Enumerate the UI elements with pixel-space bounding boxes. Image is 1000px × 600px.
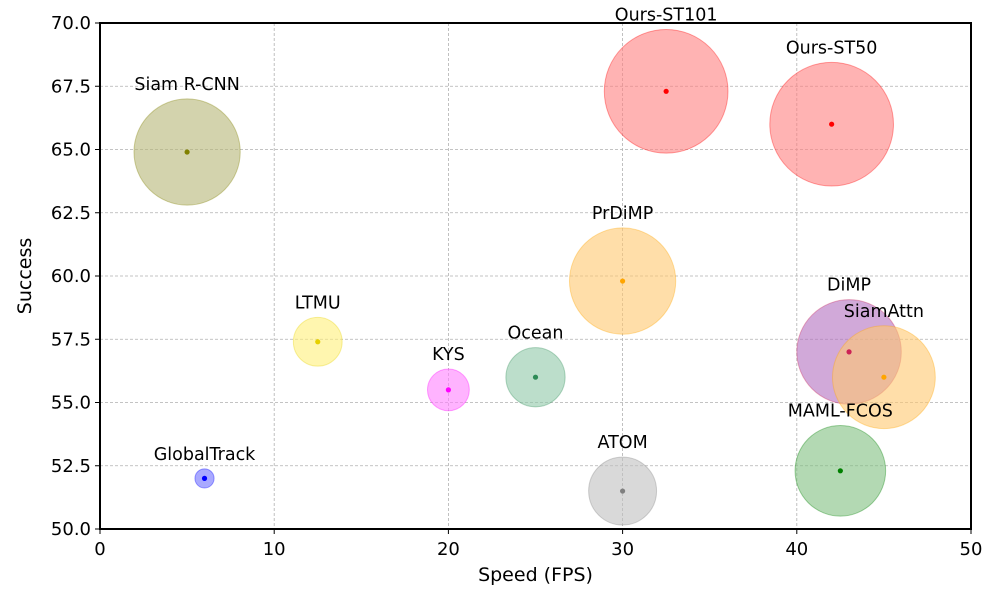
label-kys: KYS bbox=[432, 345, 465, 365]
y-axis-title: Success bbox=[14, 238, 36, 314]
y-tick-label: 62.5 bbox=[51, 203, 91, 224]
label-ours-st50: Ours-ST50 bbox=[786, 38, 878, 58]
x-axis-ticks: 0 10 20 30 40 50 bbox=[94, 529, 982, 560]
label-dimp: DiMP bbox=[827, 276, 871, 296]
dot-globaltrack bbox=[201, 475, 208, 481]
dot-ours-st50 bbox=[829, 121, 835, 127]
point-labels: Ours-ST101 Ours-ST50 Siam R-CNN PrDiMP DiMP S… bbox=[134, 5, 924, 464]
label-siamattn: SiamAttn bbox=[844, 302, 924, 322]
bubbles bbox=[133, 28, 936, 526]
y-tick-label: 67.5 bbox=[51, 76, 91, 97]
dot-atom bbox=[620, 488, 626, 494]
y-tick-label: 55.0 bbox=[51, 393, 91, 414]
label-prdimp: PrDiMP bbox=[592, 204, 653, 224]
x-axis-title: Speed (FPS) bbox=[478, 564, 593, 586]
x-tick-label: 30 bbox=[611, 539, 634, 560]
y-tick-label: 50.0 bbox=[51, 519, 91, 540]
dot-ours-st101 bbox=[663, 88, 669, 94]
y-tick-label: 70.0 bbox=[51, 13, 91, 34]
label-ltmu: LTMU bbox=[295, 293, 341, 313]
y-tick-label: 60.0 bbox=[51, 266, 91, 287]
dot-prdimp bbox=[620, 278, 626, 284]
dot-ltmu bbox=[315, 339, 321, 345]
dot-dimp bbox=[846, 349, 852, 355]
label-globaltrack: GlobalTrack bbox=[154, 445, 256, 465]
x-tick-label: 40 bbox=[785, 539, 808, 560]
center-dots bbox=[184, 88, 887, 494]
x-tick-label: 0 bbox=[94, 539, 105, 560]
label-ours-st101: Ours-ST101 bbox=[615, 5, 718, 25]
dot-siamattn bbox=[881, 374, 887, 380]
dot-maml-fcos bbox=[837, 468, 843, 474]
dot-siam-r-cnn bbox=[184, 149, 190, 155]
y-axis-ticks: 50.0 52.5 55.0 57.5 60.0 62.5 65.0 67.5 70.0 bbox=[51, 13, 100, 540]
y-tick-label: 52.5 bbox=[51, 456, 91, 477]
x-tick-label: 20 bbox=[437, 539, 460, 560]
x-tick-label: 10 bbox=[263, 539, 286, 560]
dot-ocean bbox=[532, 374, 539, 380]
label-ocean: Ocean bbox=[508, 324, 564, 344]
label-maml-fcos: MAML-FCOS bbox=[788, 402, 893, 422]
x-tick-label: 50 bbox=[960, 539, 983, 560]
label-siam-r-cnn: Siam R-CNN bbox=[134, 75, 239, 95]
dot-kys bbox=[445, 387, 451, 393]
y-tick-label: 65.0 bbox=[51, 140, 91, 161]
y-tick-label: 57.5 bbox=[51, 329, 91, 350]
label-atom: ATOM bbox=[598, 433, 648, 453]
